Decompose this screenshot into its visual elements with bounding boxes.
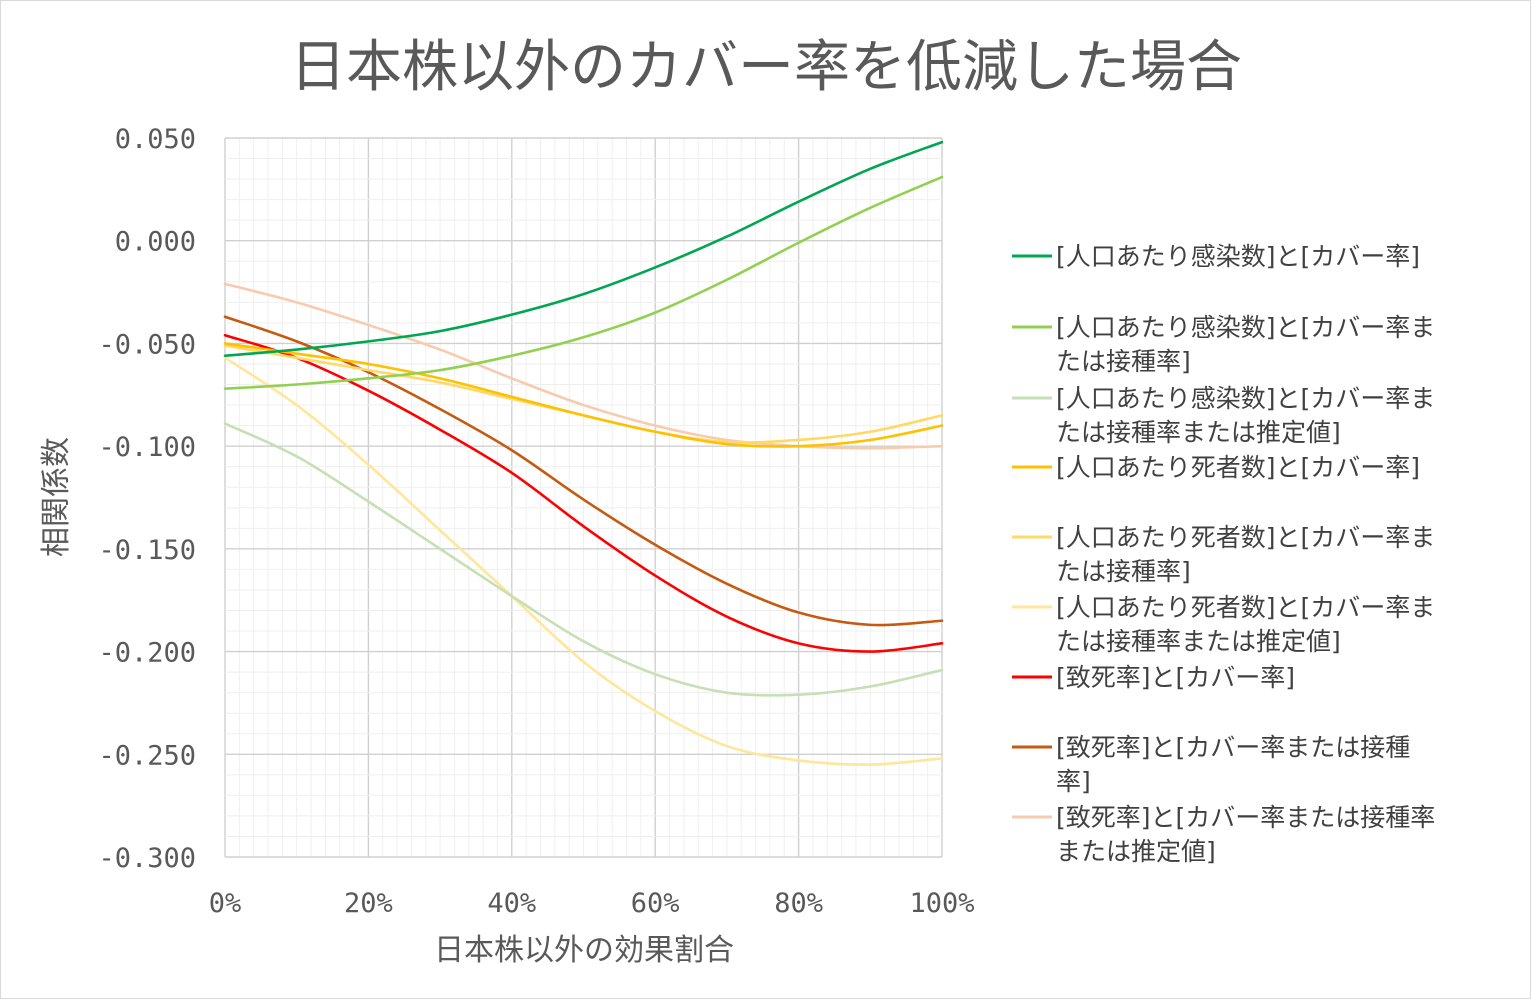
legend-label: 率]: [1056, 767, 1091, 796]
x-tick-label: 80%: [774, 888, 823, 919]
y-tick-label: -0.250: [98, 740, 196, 771]
legend-label: [致死率]と[カバー率または接種率: [1056, 803, 1435, 832]
legend: [人口あたり感染数]と[カバー率] [人口あたり感染数]と[カバー率または接種率]…: [1012, 242, 1435, 866]
legend-label: または推定値]: [1056, 837, 1216, 866]
legend-label: たは接種率または推定値]: [1056, 418, 1341, 447]
legend-label: たは接種率または推定値]: [1056, 627, 1341, 656]
series-line-2: [223, 175, 944, 390]
x-tick-labels: 0% 20% 40% 60% 80% 100%: [209, 888, 975, 919]
legend-label: [致死率]と[カバー率または接種: [1056, 733, 1410, 762]
y-axis-label: 相関係数: [39, 437, 74, 557]
legend-label: たは接種率]: [1056, 557, 1191, 586]
legend-item: [人口あたり死者数]と[カバー率]: [1012, 453, 1420, 482]
series-line-8: [223, 315, 944, 627]
legend-item: [致死率]と[カバー率または接種率]: [1012, 733, 1410, 796]
y-tick-labels: 0.050 0.000 -0.050 -0.100 -0.150 -0.200 -0.250…: [98, 124, 196, 874]
series-line-9: [223, 282, 944, 450]
legend-label: [致死率]と[カバー率]: [1056, 663, 1295, 692]
chart-title: 日本株以外のカバー率を低減した場合: [290, 35, 1242, 100]
x-tick-label: 0%: [209, 888, 242, 919]
y-tick-label: 0.050: [115, 124, 196, 155]
y-tick-label: -0.300: [98, 843, 196, 874]
y-tick-label: 0.000: [115, 227, 196, 258]
x-tick-label: 100%: [909, 888, 974, 919]
series-line-3: [223, 422, 944, 697]
grid: [224, 137, 943, 858]
legend-item: [致死率]と[カバー率]: [1012, 663, 1295, 692]
x-tick-label: 40%: [487, 888, 536, 919]
series-line-1: [223, 140, 944, 358]
y-tick-label: -0.150: [98, 535, 196, 566]
y-tick-label: -0.050: [98, 329, 196, 360]
legend-item: [人口あたり感染数]と[カバー率]: [1012, 242, 1420, 271]
legend-label: たは接種率]: [1056, 347, 1191, 376]
x-tick-label: 60%: [631, 888, 680, 919]
y-tick-label: -0.200: [98, 638, 196, 669]
legend-item: [人口あたり感染数]と[カバー率または接種率]: [1012, 313, 1435, 376]
legend-label: [人口あたり感染数]と[カバー率ま: [1056, 384, 1435, 413]
legend-label: [人口あたり感染数]と[カバー率ま: [1056, 313, 1435, 342]
legend-label: [人口あたり感染数]と[カバー率]: [1056, 242, 1420, 271]
series-layer: [223, 140, 944, 766]
legend-item: [人口あたり死者数]と[カバー率または接種率]: [1012, 523, 1435, 586]
series-line-4: [223, 342, 944, 448]
legend-label: [人口あたり死者数]と[カバー率ま: [1056, 523, 1435, 552]
series-line-6: [223, 356, 944, 766]
y-tick-label: -0.100: [98, 432, 196, 463]
series-line-7: [223, 333, 944, 653]
legend-label: [人口あたり死者数]と[カバー率ま: [1056, 593, 1435, 622]
x-axis-label: 日本株以外の効果割合: [434, 933, 734, 968]
legend-label: [人口あたり死者数]と[カバー率]: [1056, 453, 1420, 482]
x-tick-label: 20%: [344, 888, 393, 919]
